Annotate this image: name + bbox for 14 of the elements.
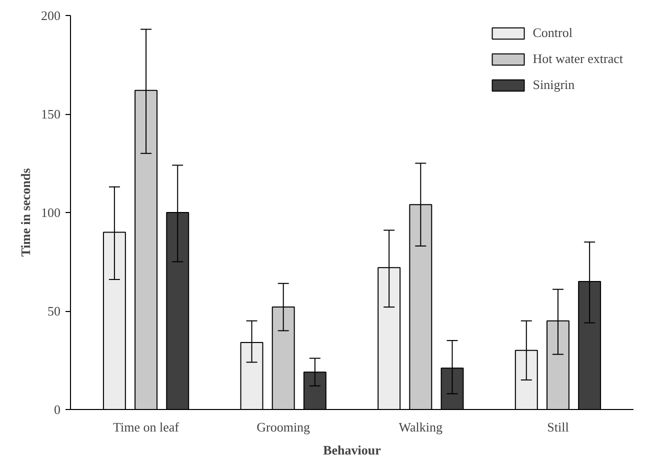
legend-label: Control bbox=[532, 25, 572, 41]
y-tick-label: 150 bbox=[41, 106, 60, 122]
y-tick-label: 100 bbox=[41, 205, 60, 220]
x-tick-label: Walking bbox=[398, 420, 444, 434]
legend-label: Sinigrin bbox=[532, 77, 575, 93]
y-tick-label: 50 bbox=[48, 304, 60, 318]
y-axis-title: Time in seconds bbox=[18, 168, 33, 257]
x-tick-label: Still bbox=[547, 420, 570, 434]
x-axis-title: Behaviour bbox=[323, 442, 382, 458]
x-tick-label: Grooming bbox=[256, 420, 311, 434]
y-tick-label: 0 bbox=[54, 402, 60, 417]
y-tick-label: 200 bbox=[41, 8, 60, 23]
legend-label: Hot water extract bbox=[532, 51, 623, 67]
x-tick-label: Time on leaf bbox=[113, 420, 180, 434]
